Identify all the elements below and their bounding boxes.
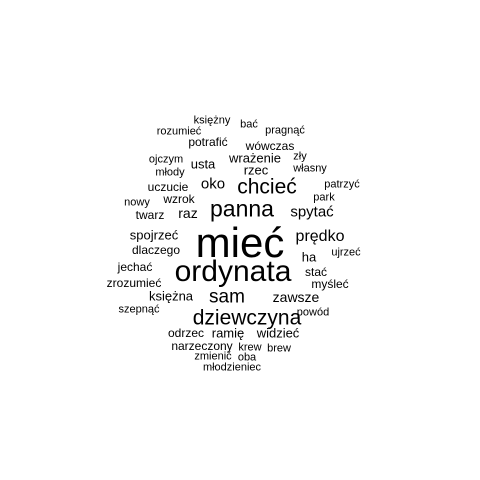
word-księżny: księżny bbox=[193, 114, 231, 127]
word-rozumieć: rozumieć bbox=[156, 125, 202, 138]
word-ujrzeć: ujrzeć bbox=[331, 246, 361, 259]
word-powód: powód bbox=[296, 306, 330, 319]
word-sam: sam bbox=[209, 286, 245, 308]
word-nowy: nowy bbox=[124, 196, 150, 209]
word-zrozumieć: zrozumieć bbox=[106, 276, 162, 290]
word-ha: ha bbox=[301, 249, 317, 265]
word-raz: raz bbox=[178, 205, 198, 221]
word-młody: młody bbox=[155, 166, 185, 179]
word-szepnąć: szepnąć bbox=[118, 303, 160, 316]
word-wówczas: wówczas bbox=[245, 139, 295, 153]
word-ojczym: ojczym bbox=[148, 153, 184, 166]
word-dziewczyna: dziewczyna bbox=[192, 306, 302, 330]
word-wrażenie: wrażenie bbox=[228, 150, 282, 166]
word-spojrzeć: spojrzeć bbox=[129, 227, 179, 243]
word-oko: oko bbox=[200, 175, 226, 193]
word-uczucie: uczucie bbox=[147, 180, 189, 194]
word-rzec: rzec bbox=[243, 162, 269, 178]
word-narzeczony: narzeczony bbox=[171, 339, 233, 353]
word-jechać: jechać bbox=[117, 260, 153, 274]
word-twarz: twarz bbox=[135, 208, 165, 222]
word-własny: własny bbox=[293, 162, 327, 175]
word-brew: brew bbox=[267, 342, 291, 355]
word-dlaczego: dlaczego bbox=[131, 243, 181, 257]
word-oba: oba bbox=[237, 351, 257, 364]
word-patrzyć: patrzyć bbox=[324, 178, 360, 191]
word-prędko: prędko bbox=[295, 228, 345, 245]
word-spytać: spytać bbox=[290, 203, 334, 221]
word-pragnąć: pragnąć bbox=[265, 124, 305, 137]
word-park: park bbox=[313, 191, 335, 204]
word-odrzec: odrzec bbox=[167, 326, 205, 340]
word-myśleć: myśleć bbox=[311, 277, 349, 291]
word-zawsze: zawsze bbox=[272, 289, 320, 305]
word-wzrok: wzrok bbox=[163, 192, 195, 206]
word-ramię: ramię bbox=[211, 325, 245, 341]
word-widzieć: widzieć bbox=[256, 325, 300, 341]
word-stać: stać bbox=[304, 265, 328, 279]
word-bać: bać bbox=[240, 118, 258, 131]
word-młodzieniec: młodzieniec bbox=[202, 361, 262, 374]
word-usta: usta bbox=[190, 156, 216, 172]
word-potrafić: potrafić bbox=[188, 135, 228, 149]
word-zły: zły bbox=[293, 150, 307, 163]
word-ordynata: ordynata bbox=[174, 255, 292, 288]
word-krew: krew bbox=[238, 341, 262, 354]
word-zmienić: zmienić bbox=[194, 350, 232, 363]
word-chcieć: chcieć bbox=[237, 175, 297, 199]
word-mieć: mieć bbox=[195, 219, 285, 266]
word-księżna: księżna bbox=[148, 288, 194, 304]
word-panna: panna bbox=[210, 195, 274, 222]
